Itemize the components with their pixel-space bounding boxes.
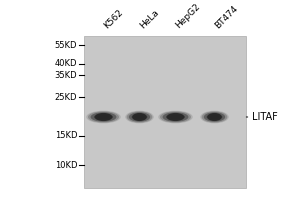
- Ellipse shape: [209, 115, 220, 119]
- Ellipse shape: [127, 111, 152, 123]
- Text: BT474: BT474: [213, 3, 239, 30]
- Text: 15KD: 15KD: [55, 132, 77, 140]
- Ellipse shape: [158, 111, 193, 123]
- Text: 55KD: 55KD: [55, 40, 77, 49]
- Ellipse shape: [91, 112, 116, 122]
- Ellipse shape: [134, 115, 145, 119]
- Text: 25KD: 25KD: [55, 92, 77, 102]
- Ellipse shape: [129, 112, 150, 122]
- Ellipse shape: [202, 111, 227, 123]
- Ellipse shape: [94, 114, 113, 120]
- Ellipse shape: [86, 111, 121, 123]
- Ellipse shape: [169, 115, 181, 119]
- Ellipse shape: [132, 114, 147, 120]
- Ellipse shape: [98, 115, 110, 119]
- Ellipse shape: [160, 111, 191, 123]
- Text: HeLa: HeLa: [138, 7, 160, 30]
- Ellipse shape: [207, 114, 222, 120]
- Ellipse shape: [125, 111, 154, 123]
- Ellipse shape: [207, 113, 222, 121]
- Text: LITAF: LITAF: [252, 112, 278, 122]
- Ellipse shape: [95, 113, 112, 121]
- Text: 10KD: 10KD: [55, 160, 77, 170]
- Text: 35KD: 35KD: [55, 71, 77, 79]
- Ellipse shape: [88, 111, 119, 123]
- Text: HepG2: HepG2: [174, 2, 202, 30]
- Ellipse shape: [204, 112, 225, 122]
- Ellipse shape: [166, 114, 185, 120]
- Ellipse shape: [163, 112, 188, 122]
- Ellipse shape: [132, 113, 147, 121]
- Ellipse shape: [200, 111, 229, 123]
- Text: K562: K562: [102, 7, 124, 30]
- Bar: [84, 36, 246, 188]
- Ellipse shape: [167, 113, 184, 121]
- Text: 40KD: 40KD: [55, 60, 77, 68]
